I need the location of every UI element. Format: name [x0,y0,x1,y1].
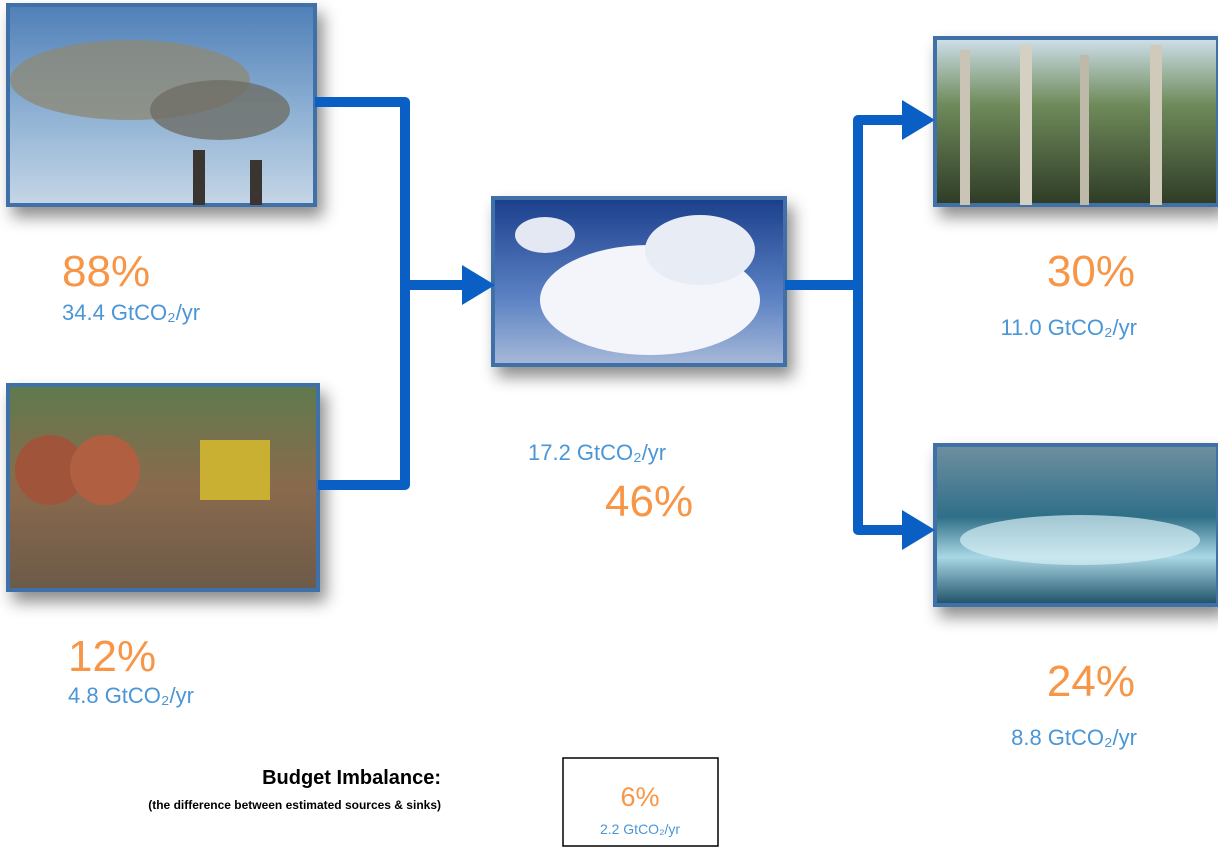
source-amount: 4.8 GtCO₂/yr [68,683,194,708]
sink-percent: 24% [1047,657,1135,706]
imbalance-box [562,757,719,847]
land-sink-image [933,36,1218,207]
imbalance-title: Budget Imbalance: [262,767,441,789]
arrow-heads [462,100,935,550]
fossil-image [6,3,317,207]
imbalance-amount: 2.2 GtCO₂/yr [600,821,680,837]
sink-percent: 30% [1047,247,1135,296]
flow-arrows [315,97,908,535]
source-percent: 88% [62,247,150,296]
sink-amount: 11.0 GtCO₂/yr [1000,315,1137,340]
atmosphere-image [491,196,787,367]
ocean-sink-image [933,443,1218,607]
atmosphere-amount: 17.2 GtCO₂/yr [528,440,666,465]
land-use-image [6,383,320,592]
source-amount: 34.4 GtCO₂/yr [62,300,200,325]
sink-amount: 8.8 GtCO₂/yr [1011,725,1137,750]
imbalance-percent: 6% [620,782,659,812]
imbalance-note: (the difference between estimated source… [148,798,441,812]
atmosphere-percent: 46% [605,477,693,526]
source-percent: 12% [68,632,156,681]
